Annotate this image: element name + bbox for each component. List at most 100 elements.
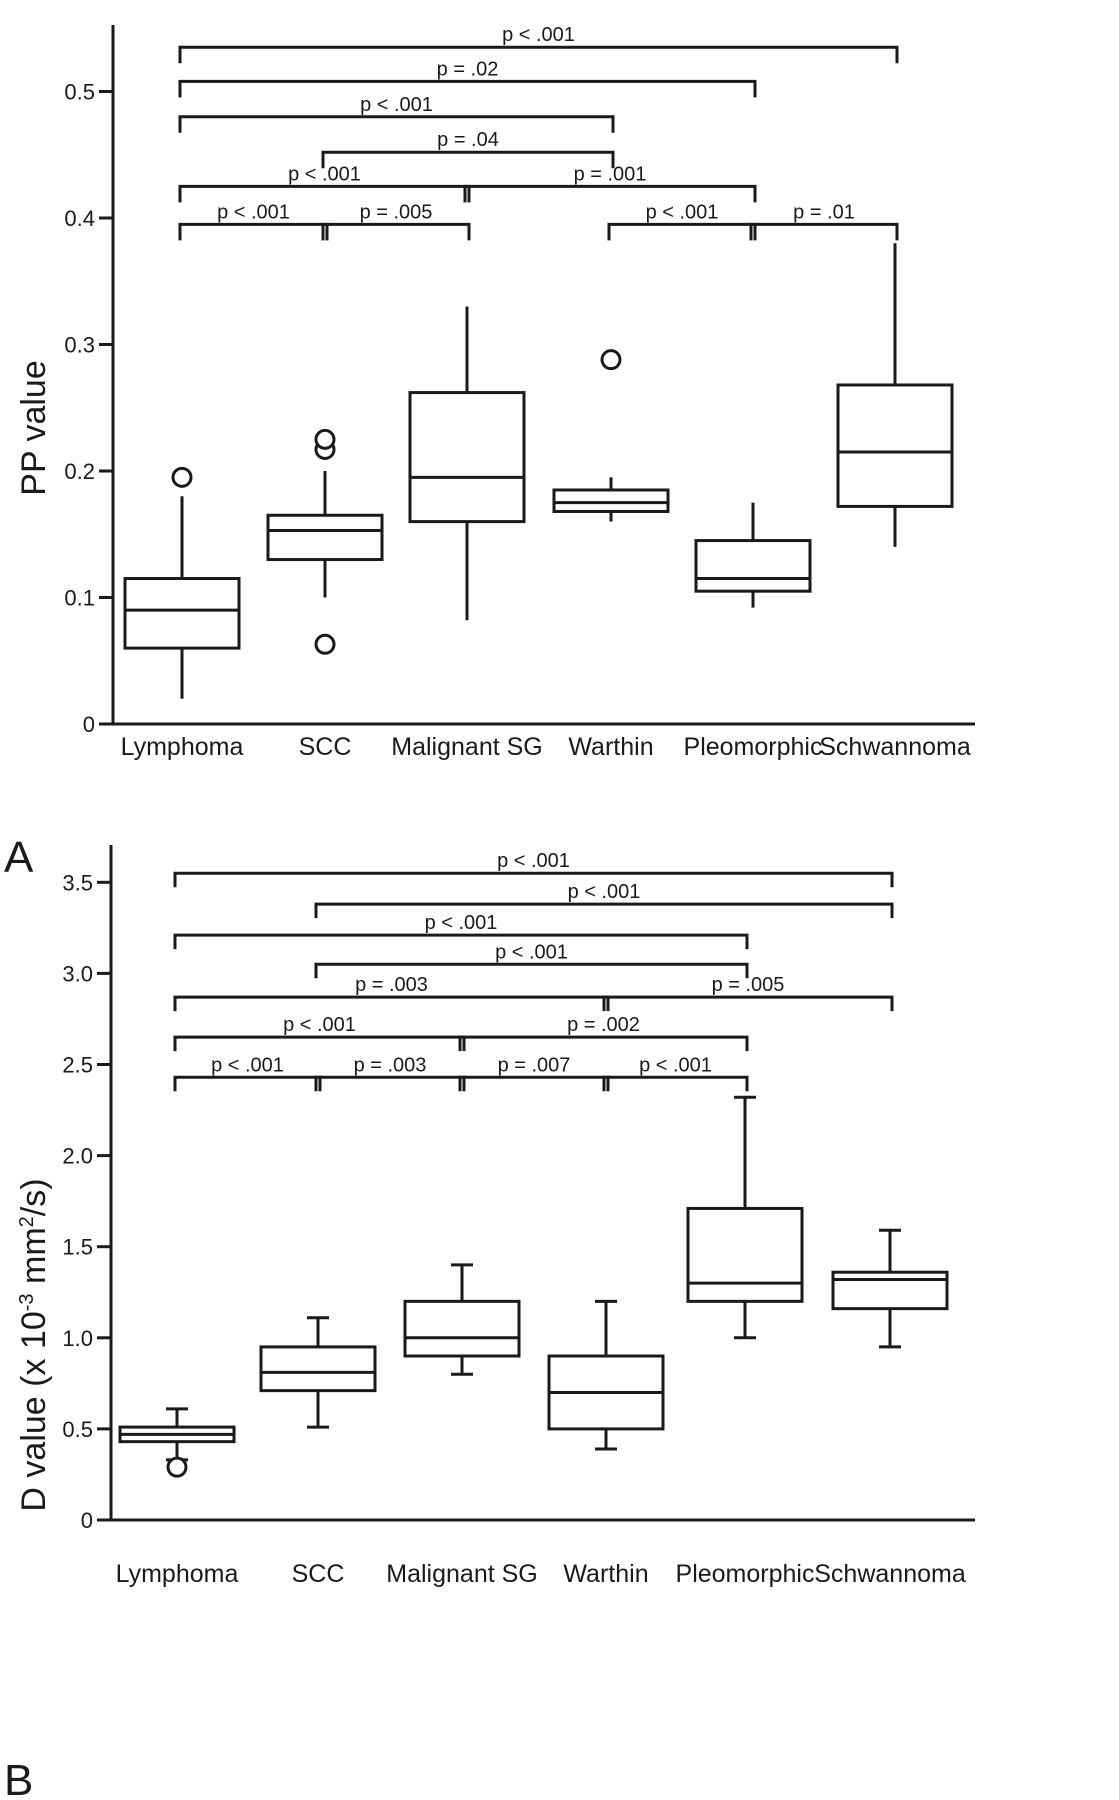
bracket-line xyxy=(458,1075,610,1092)
p-value-label: p < .001 xyxy=(425,912,498,934)
box-a-0 xyxy=(123,466,241,699)
bracket-line xyxy=(178,184,471,203)
p-value-label: p < .001 xyxy=(211,1054,284,1076)
y-axis-title-b: D value (x 10-3 mm2/s) xyxy=(15,1178,53,1511)
bracket-line xyxy=(178,45,899,64)
box-b-2 xyxy=(403,1263,521,1376)
significance-bracket-b: p = .007 xyxy=(458,1054,610,1092)
p-value-label: p < .001 xyxy=(217,201,290,223)
p-value-label: p = .04 xyxy=(437,129,499,151)
iqr-box xyxy=(259,1345,377,1393)
outlier-point xyxy=(171,466,193,488)
bracket-line xyxy=(321,222,471,241)
significance-bracket-a: p = .01 xyxy=(749,201,899,241)
outlier-point xyxy=(314,633,336,655)
x-category-label-a: Lymphoma xyxy=(121,733,244,761)
y-tick-label-b: 0.5 xyxy=(62,1417,93,1442)
y-axis-title-a: PP value xyxy=(15,360,53,495)
x-category-label-b: Pleomorphic xyxy=(676,1560,815,1588)
bracket-line xyxy=(314,962,749,979)
p-value-label: p = .02 xyxy=(437,58,499,80)
y-tick-label-a: 0.1 xyxy=(64,586,95,611)
p-value-label: p = .002 xyxy=(567,1014,640,1036)
x-category-label-a: Pleomorphic xyxy=(684,733,823,761)
bracket-line xyxy=(178,222,329,241)
iqr-box xyxy=(408,391,526,524)
p-value-label: p < .001 xyxy=(497,850,570,872)
bracket-line xyxy=(314,902,894,919)
significance-bracket-b: p < .001 xyxy=(173,850,894,888)
significance-bracket-a: p = .001 xyxy=(463,163,757,203)
bracket-line xyxy=(321,150,615,169)
bracket-line xyxy=(178,115,615,133)
outlier-point xyxy=(166,1456,188,1478)
x-category-label-b: SCC xyxy=(292,1560,345,1588)
y-tick-label-b: 3.5 xyxy=(62,870,93,895)
bracket-line xyxy=(173,933,749,950)
y-axis-title-b-exp2: 2 xyxy=(16,1216,38,1227)
p-value-label: p = .001 xyxy=(574,163,647,185)
x-category-label-a: SCC xyxy=(299,733,352,761)
significance-bracket-b: p < .001 xyxy=(173,1054,322,1092)
axes-b xyxy=(97,845,975,1522)
y-axis-title-b-exp1: -3 xyxy=(16,1293,38,1311)
iqr-box xyxy=(831,1270,949,1311)
bracket-line xyxy=(178,79,757,98)
p-value-label: p < .001 xyxy=(283,1014,356,1036)
x-category-label-b: Warthin xyxy=(563,1560,648,1588)
p-value-label: p = .003 xyxy=(355,974,428,996)
iqr-box xyxy=(694,539,812,593)
bracket-line xyxy=(314,1075,466,1092)
iqr-box xyxy=(266,513,384,562)
y-tick-label-b: 3.0 xyxy=(62,961,93,986)
x-category-label-a: Warthin xyxy=(568,733,653,761)
box-b-1 xyxy=(259,1316,377,1429)
box-a-4 xyxy=(694,502,812,608)
bracket-line xyxy=(458,1035,749,1052)
y-tick-label-a: 0 xyxy=(83,712,95,737)
p-value-label: p = .005 xyxy=(712,974,785,996)
p-value-label: p < .001 xyxy=(568,881,641,903)
x-category-label-b: Lymphoma xyxy=(116,1560,239,1588)
significance-bracket-a: p < .001 xyxy=(178,201,329,241)
p-value-label: p < .001 xyxy=(646,201,719,223)
y-tick-label-a: 0.2 xyxy=(64,459,95,484)
significance-bracket-b: p < .001 xyxy=(173,912,749,950)
bracket-line xyxy=(173,1075,322,1092)
box-a-2 xyxy=(408,306,526,621)
bracket-line xyxy=(173,871,894,888)
iqr-box xyxy=(836,383,954,508)
bracket-line xyxy=(463,184,757,203)
significance-bracket-a: p = .02 xyxy=(178,58,757,98)
p-value-label: p = .01 xyxy=(793,201,855,223)
iqr-box xyxy=(123,577,241,650)
y-tick-label-b: 1.5 xyxy=(62,1235,93,1260)
box-b-4 xyxy=(686,1095,804,1340)
y-tick-label-b: 2.0 xyxy=(62,1144,93,1169)
iqr-box xyxy=(403,1299,521,1358)
y-axis-title-b-part2: mm xyxy=(15,1227,53,1293)
p-value-label: p < .001 xyxy=(360,94,433,116)
box-a-3 xyxy=(552,349,670,522)
y-tick-label-b: 0 xyxy=(81,1508,93,1533)
bracket-line xyxy=(173,995,610,1012)
x-category-label-b: Malignant SG xyxy=(386,1560,537,1588)
y-axis-title-b-part1: D value (x 10 xyxy=(15,1311,53,1511)
p-value-label: p = .003 xyxy=(354,1054,427,1076)
significance-bracket-b: p = .003 xyxy=(314,1054,466,1092)
significance-bracket-a: p < .001 xyxy=(178,94,615,133)
p-value-label: p < .001 xyxy=(495,941,568,963)
y-axis-title-b-part3: /s) xyxy=(15,1178,53,1216)
y-tick-label-a: 0.5 xyxy=(64,80,95,105)
y-tick-label-a: 0.4 xyxy=(64,206,95,231)
panel-b: B D value (x 10-3 mm2/s) 0 0.5 1.0 1.5 2.0 2.… xyxy=(4,845,975,1800)
bracket-line xyxy=(607,222,757,241)
box-a-1 xyxy=(266,428,384,655)
significance-bracket-a: p < .001 xyxy=(178,163,471,203)
p-value-label: p = .007 xyxy=(498,1054,571,1076)
x-category-label-a: Malignant SG xyxy=(391,733,542,761)
bracket-line xyxy=(602,995,894,1012)
significance-bracket-b: p < .001 xyxy=(173,1014,466,1052)
significance-bracket-a: p = .04 xyxy=(321,129,615,169)
